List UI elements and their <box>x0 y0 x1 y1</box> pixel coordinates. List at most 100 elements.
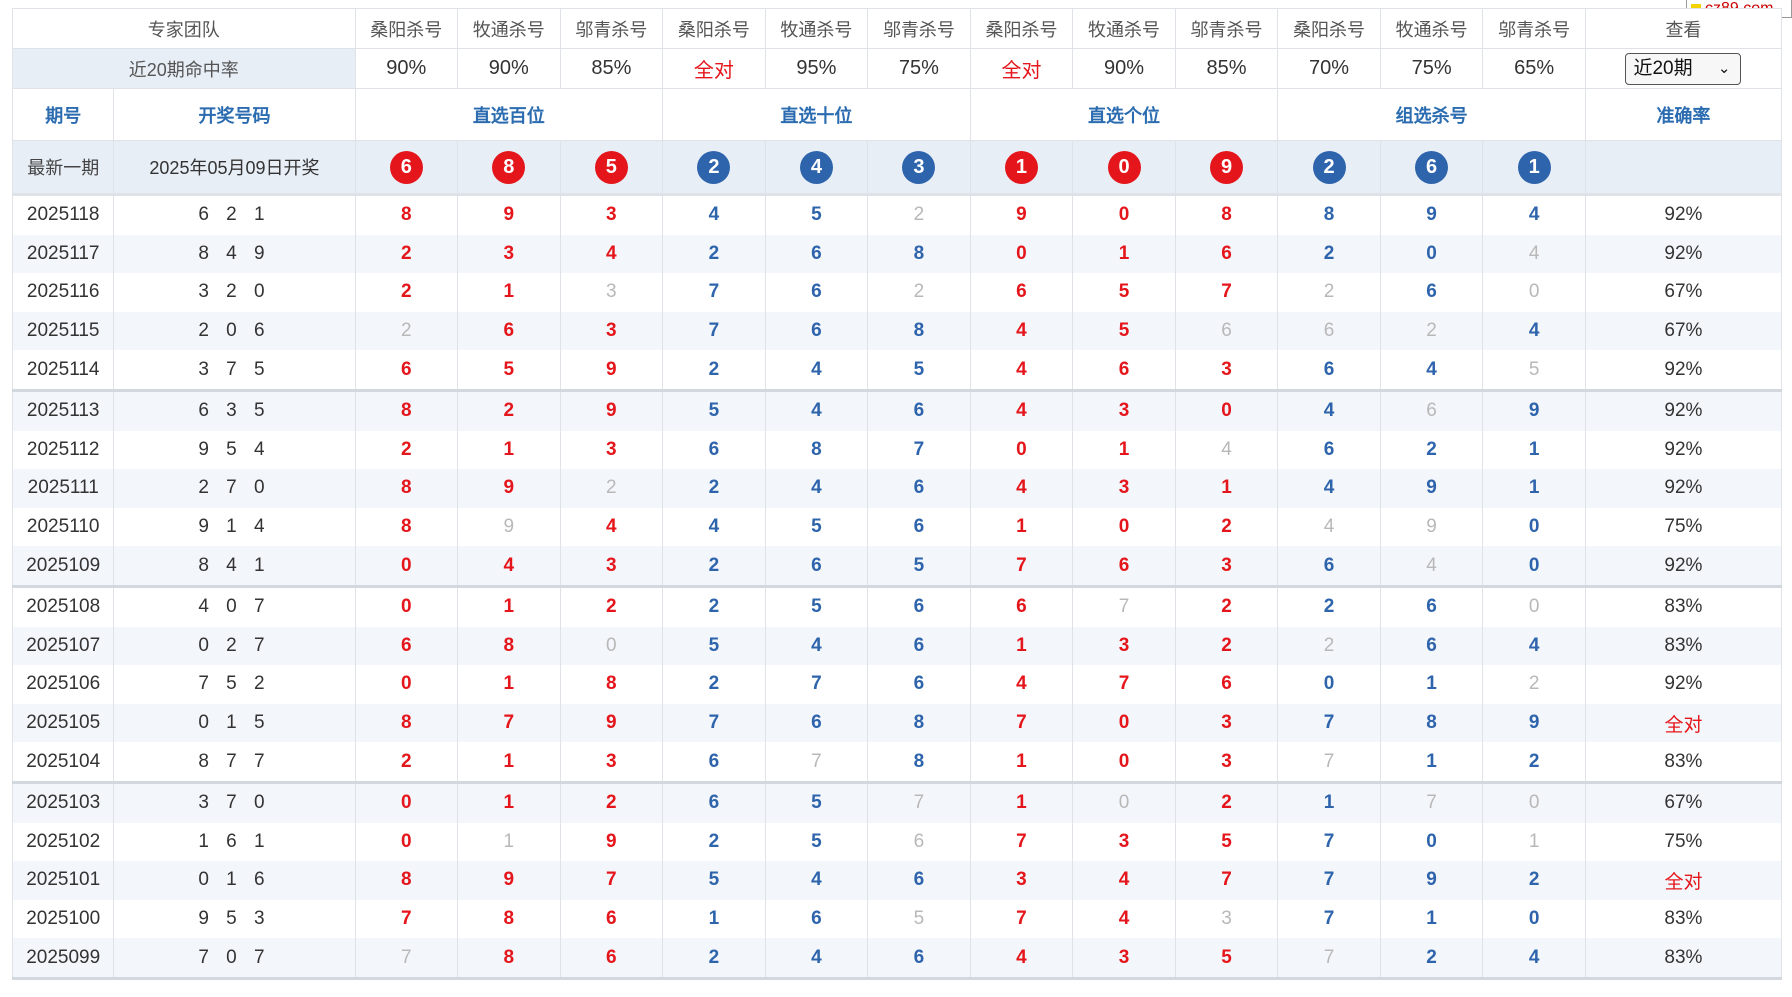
kill-number-cell: 6 <box>867 388 971 431</box>
kill-number-cell: 2 <box>1175 507 1279 547</box>
kill-number-cell: 7 <box>1277 938 1381 980</box>
kill-number: 1 <box>1118 438 1130 460</box>
kill-number: 4 <box>1016 673 1027 695</box>
kill-number-cell: 7 <box>970 822 1074 862</box>
kill-number: 0 <box>1118 516 1130 538</box>
kill-number: 7 <box>913 438 925 460</box>
kill-number: 6 <box>913 673 925 695</box>
kill-number-cell: 5 <box>765 780 869 823</box>
latest-ball: 4 <box>799 150 833 184</box>
kill-number: 4 <box>503 554 515 576</box>
numbers-header: 开奖号码 <box>113 88 356 141</box>
kill-number-cell: 2 <box>662 350 766 391</box>
kill-number-cell: 4 <box>970 388 1074 431</box>
kill-number-cell: 8 <box>355 861 459 900</box>
kill-number-cell: 1 <box>457 780 561 823</box>
issue-header: 期号 <box>11 88 115 141</box>
hit-rate: 65% <box>1482 48 1586 89</box>
kill-number: 0 <box>1528 596 1540 618</box>
kill-number: 0 <box>1118 204 1130 226</box>
kill-number-cell: 2 <box>662 938 766 980</box>
latest-ball: 3 <box>902 150 936 184</box>
kill-number-cell: 7 <box>1277 742 1381 783</box>
kill-number-cell: 0 <box>1482 899 1586 939</box>
kill-number-cell: 4 <box>1482 234 1586 274</box>
kill-number: 6 <box>811 554 822 576</box>
kill-number: 3 <box>606 204 617 226</box>
kill-number-cell: 1 <box>457 822 561 862</box>
kill-number-cell: 7 <box>1277 822 1381 862</box>
kill-number-cell: 2 <box>662 665 766 704</box>
group-header: 直选百位 <box>355 88 664 141</box>
accuracy-value: 67% <box>1585 780 1783 823</box>
period-select[interactable]: 近20期 ⌄ <box>1625 52 1742 85</box>
kill-number-cell: 6 <box>1175 665 1279 704</box>
latest-ball: 6 <box>389 150 423 184</box>
accuracy-value: 全对 <box>1585 703 1783 743</box>
kill-number-cell: 4 <box>1277 469 1381 508</box>
kill-number-cell: 3 <box>1175 350 1279 391</box>
kill-number-cell: 4 <box>1482 626 1586 666</box>
latest-ball-cell: 6 <box>355 140 459 195</box>
kill-number: 3 <box>1118 400 1130 422</box>
kill-number: 7 <box>1426 792 1437 814</box>
kill-number-cell: 2 <box>355 430 459 470</box>
kill-number-cell: 6 <box>765 899 869 939</box>
latest-ball: 8 <box>492 150 526 184</box>
kill-number-cell: 1 <box>970 742 1074 783</box>
kill-number: 1 <box>708 907 720 929</box>
issue-number: 2025100 <box>11 899 115 939</box>
kill-number-cell: 6 <box>457 311 561 351</box>
kill-number: 0 <box>1016 438 1027 460</box>
kill-number: 8 <box>400 869 412 891</box>
kill-number-cell: 9 <box>970 192 1074 235</box>
kill-number: 6 <box>913 477 925 499</box>
kill-number: 6 <box>1221 673 1232 695</box>
kill-number-cell: 8 <box>355 192 459 235</box>
kill-number: 9 <box>606 830 617 852</box>
kill-number-cell: 7 <box>1072 584 1176 627</box>
kill-number: 6 <box>1118 358 1130 380</box>
latest-ball: 1 <box>1004 150 1038 184</box>
kill-number-cell: 6 <box>970 584 1074 627</box>
kill-number-cell: 1 <box>1482 822 1586 862</box>
latest-date: 2025年05月09日开奖 <box>113 140 356 195</box>
kill-number: 3 <box>606 320 617 342</box>
draw-numbers: 0 1 6 <box>113 861 356 900</box>
kill-number: 2 <box>1528 750 1540 772</box>
kill-number-cell: 4 <box>765 469 869 508</box>
kill-number-cell: 6 <box>765 273 869 312</box>
kill-number: 7 <box>708 320 720 342</box>
accuracy-value: 83% <box>1585 899 1783 939</box>
latest-ball: 0 <box>1107 150 1141 184</box>
accuracy-value: 92% <box>1585 388 1783 431</box>
latest-ball-cell: 9 <box>1175 140 1279 195</box>
kill-number: 2 <box>1426 320 1437 342</box>
latest-label: 最新一期 <box>11 140 115 195</box>
kill-number: 5 <box>1221 946 1232 968</box>
kill-number: 1 <box>1528 477 1540 499</box>
kill-number: 0 <box>1528 907 1540 929</box>
kill-number: 9 <box>503 204 515 226</box>
kill-number-cell: 6 <box>662 430 766 470</box>
table-row: 2025101 0 1 6 8 9 7 5 4 6 3 4 7 7 9 2 全对 <box>11 861 1783 900</box>
kill-number-cell: 2 <box>560 584 664 627</box>
kill-number-cell: 0 <box>970 234 1074 274</box>
latest-row: 最新一期 2025年05月09日开奖 6 8 5 2 4 3 1 0 9 2 6… <box>11 140 1783 195</box>
kill-number-cell: 4 <box>765 938 869 980</box>
kill-number-cell: 4 <box>765 861 869 900</box>
hit-rate: 95% <box>765 48 869 89</box>
expert-name: 邬青杀号 <box>867 8 971 49</box>
latest-ball: 6 <box>1415 150 1449 184</box>
kill-number: 6 <box>913 830 925 852</box>
kill-number-cell: 9 <box>457 192 561 235</box>
kill-number-cell: 5 <box>765 192 869 235</box>
kill-number: 2 <box>913 281 925 303</box>
latest-accuracy-empty <box>1585 140 1783 195</box>
kill-number-cell: 9 <box>1380 861 1484 900</box>
kill-number: 5 <box>1221 830 1232 852</box>
kill-number: 7 <box>400 946 412 968</box>
kill-number: 7 <box>1221 869 1232 891</box>
kill-number: 2 <box>1221 596 1232 618</box>
kill-number: 7 <box>708 712 720 734</box>
